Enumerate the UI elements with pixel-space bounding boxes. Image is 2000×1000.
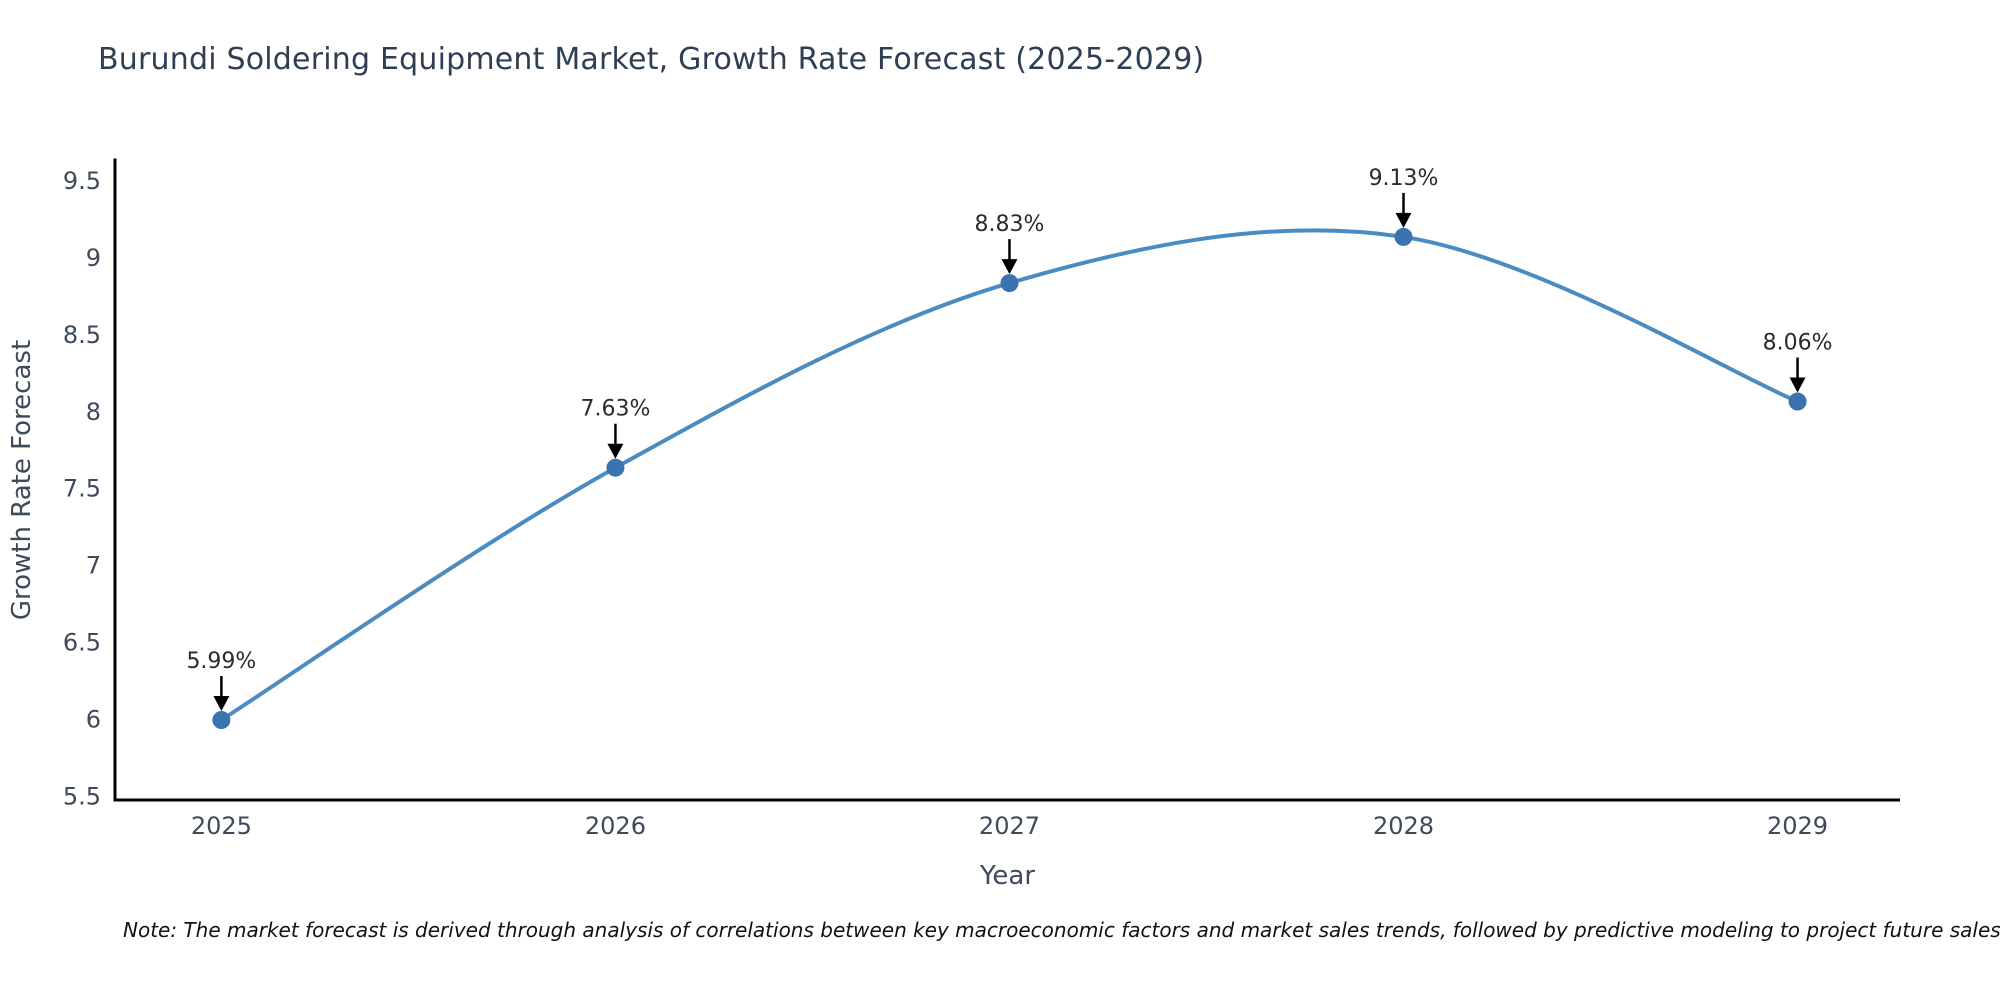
y-tick-label: 7 — [86, 552, 101, 580]
y-tick-label: 6.5 — [63, 629, 101, 657]
y-axis-title: Growth Rate Forecast — [7, 340, 37, 620]
x-tick-label: 2029 — [1767, 812, 1828, 840]
annotation-arrow-head — [1789, 377, 1806, 393]
data-point-marker — [606, 458, 625, 477]
annotation-arrow-head — [213, 696, 230, 711]
forecast-line — [219, 228, 1800, 722]
y-tick-label: 8.5 — [63, 321, 101, 349]
point-value-label: 5.99% — [186, 649, 256, 674]
annotation-arrow-head — [1395, 212, 1412, 228]
footnote-text: Note: The market forecast is derived thr… — [123, 918, 2000, 942]
x-tick-label: 2025 — [191, 812, 252, 840]
y-tick-label: 8 — [86, 398, 101, 426]
point-value-label: 8.06% — [1763, 331, 1833, 356]
y-tick-label: 9.5 — [63, 167, 101, 195]
y-tick-label: 7.5 — [63, 475, 101, 503]
point-value-label: 9.13% — [1369, 166, 1439, 191]
y-tick-label: 6 — [86, 705, 101, 733]
data-point-marker — [212, 711, 231, 729]
data-point-marker — [1000, 274, 1019, 293]
point-value-label: 8.83% — [975, 212, 1045, 237]
x-tick-label: 2028 — [1373, 812, 1434, 840]
x-tick-label: 2027 — [979, 812, 1040, 840]
x-tick-label: 2026 — [585, 812, 646, 840]
x-axis-title: Year — [979, 861, 1035, 891]
data-point-marker — [1394, 227, 1413, 246]
point-value-label: 7.63% — [580, 397, 650, 422]
annotation-arrow-head — [1001, 259, 1018, 275]
y-tick-label: 9 — [86, 244, 101, 272]
y-tick-label: 5.5 — [63, 782, 101, 810]
annotation-arrow-head — [607, 443, 624, 459]
data-point-marker — [1788, 392, 1807, 411]
chart-title: Burundi Soldering Equipment Market, Grow… — [98, 42, 1205, 77]
